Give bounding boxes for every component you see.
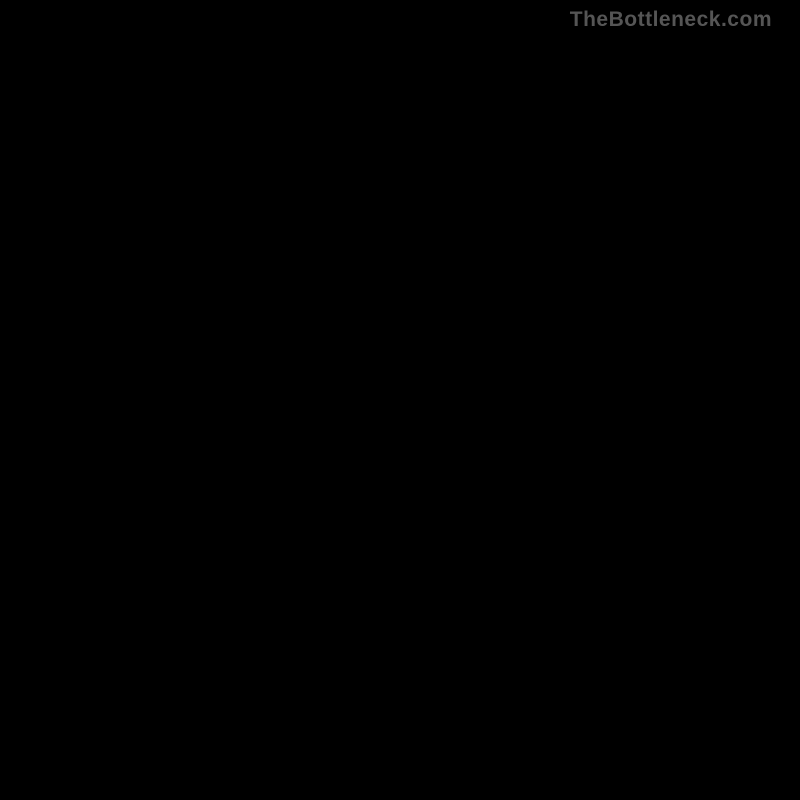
bottleneck-heatmap-canvas [0, 0, 800, 800]
watermark-text: TheBottleneck.com [570, 8, 772, 32]
